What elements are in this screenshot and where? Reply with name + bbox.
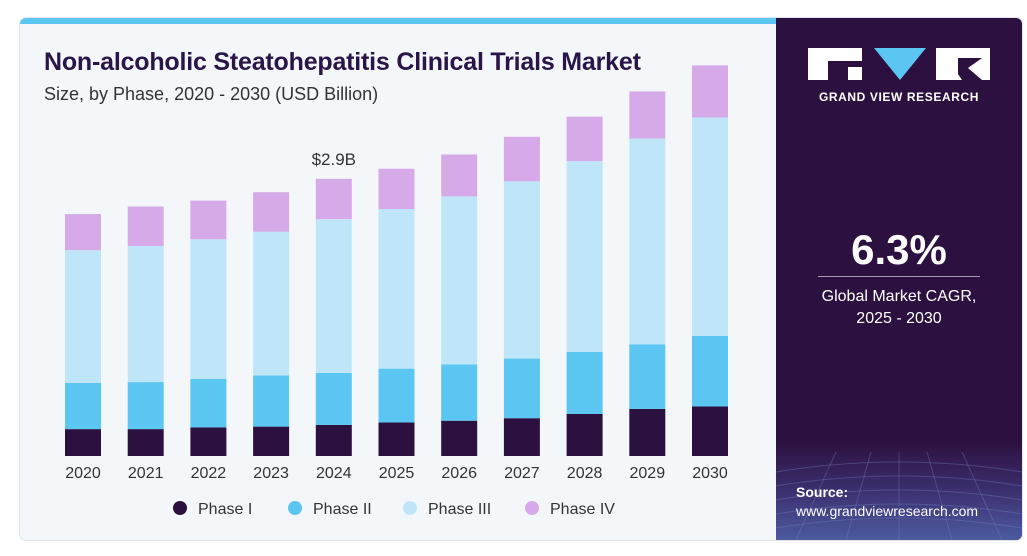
bar-2026-phase-ii — [441, 364, 478, 421]
bar-2022-phase-ii — [190, 378, 227, 428]
legend-label: Phase III — [428, 501, 491, 518]
x-tick-label: 2028 — [567, 465, 603, 482]
info-panel: GRAND VIEW RESEARCH 6.3% Global Market C… — [776, 18, 1022, 540]
bar-2022-phase-iii — [190, 239, 227, 379]
x-tick-label: 2021 — [128, 465, 164, 482]
bar-2029-phase-iii — [629, 138, 666, 345]
source-label: Source: — [796, 484, 849, 500]
x-tick-label: 2027 — [504, 465, 540, 482]
legend-marker-phase-iv — [525, 501, 539, 515]
bar-2030-phase-i — [692, 406, 728, 456]
bar-2025-phase-i — [378, 422, 415, 456]
legend-label: Phase IV — [550, 501, 615, 518]
bar-2025-phase-ii — [378, 368, 415, 423]
bar-2028-phase-iii — [566, 161, 603, 352]
legend-label: Phase I — [198, 501, 252, 518]
bar-2022-phase-i — [190, 427, 227, 456]
bar-2025-phase-iii — [378, 209, 415, 369]
bar-2027-phase-iii — [503, 181, 540, 359]
bar-2024-phase-i — [315, 424, 352, 456]
cagr-divider — [818, 276, 980, 277]
legend-label: Phase II — [313, 501, 372, 518]
legend-marker-phase-iii — [403, 501, 417, 515]
bar-2029-phase-iv — [629, 91, 666, 139]
cagr-label-line1: Global Market CAGR, — [821, 288, 977, 305]
bar-2026-phase-iii — [441, 196, 478, 365]
brand-name: GRAND VIEW RESEARCH — [818, 90, 980, 104]
bar-2022-phase-iv — [190, 200, 227, 240]
bar-2028-phase-ii — [566, 351, 603, 414]
bar-2027-phase-ii — [503, 358, 540, 419]
legend-marker-phase-ii — [288, 501, 302, 515]
bar-2029-phase-ii — [629, 344, 666, 409]
x-tick-label: 2024 — [316, 465, 352, 482]
stacked-bar-chart: 2020 2021 2022 2023 2024 $2.9B 2025 2026 2027 202… — [65, 65, 728, 518]
source-area: Source: www.grandviewresearch.com — [776, 442, 1022, 540]
bar-2023-phase-ii — [253, 375, 290, 427]
bar-2021-phase-iv — [127, 206, 164, 246]
bar-2028-phase-iv — [566, 116, 603, 162]
bar-2026-phase-iv — [441, 154, 478, 197]
bar-2020-phase-iii — [65, 250, 101, 383]
bar-2024-phase-iii — [315, 219, 352, 373]
bar-2028-phase-i — [566, 414, 603, 456]
x-tick-label: 2022 — [191, 465, 227, 482]
bar-2020-phase-i — [65, 429, 101, 456]
source-url[interactable]: www.grandviewresearch.com — [796, 503, 979, 519]
page-title: Non-alcoholic Steatohepatitis Clinical T… — [44, 48, 641, 76]
decorative-grid-graphic — [776, 451, 1022, 540]
bar-2025-phase-iv — [378, 168, 415, 210]
bar-2020-phase-ii — [65, 382, 101, 430]
bar-2020-phase-iv — [65, 214, 101, 251]
gvr-logo-icon — [808, 48, 990, 80]
cagr-label-line2: 2025 - 2030 — [856, 310, 942, 327]
bar-2021-phase-iii — [127, 246, 164, 383]
infographic-card: Non-alcoholic Steatohepatitis Clinical T… — [20, 18, 1022, 540]
bar-2030-phase-iv — [692, 65, 728, 118]
x-tick-label: 2026 — [441, 465, 477, 482]
bar-2026-phase-i — [441, 420, 478, 456]
x-tick-label: 2023 — [253, 465, 289, 482]
x-tick-label: 2020 — [65, 465, 101, 482]
bar-2030-phase-ii — [692, 335, 728, 407]
accent-line — [20, 18, 776, 24]
bar-2030-phase-iii — [692, 117, 728, 336]
cagr-value: 6.3% — [851, 226, 947, 273]
chart-panel: Non-alcoholic Steatohepatitis Clinical T… — [20, 18, 776, 540]
x-tick-label: 2029 — [630, 465, 666, 482]
bar-2021-phase-ii — [127, 382, 164, 430]
x-tick-label: 2030 — [692, 465, 728, 482]
page-subtitle: Size, by Phase, 2020 - 2030 (USD Billion… — [44, 84, 379, 104]
bar-2024-phase-ii — [315, 372, 352, 425]
bar-2027-phase-i — [503, 418, 540, 456]
data-label-annotation: $2.9B — [312, 150, 356, 169]
bar-2027-phase-iv — [503, 136, 540, 182]
bar-2023-phase-iv — [253, 192, 290, 232]
bar-2023-phase-iii — [253, 231, 290, 376]
x-tick-label: 2025 — [379, 465, 415, 482]
bar-2021-phase-i — [127, 429, 164, 456]
legend-marker-phase-i — [173, 501, 187, 515]
bar-2024-phase-iv — [315, 178, 352, 220]
bar-2023-phase-i — [253, 426, 290, 456]
cagr-label: Global Market CAGR, 2025 - 2030 — [776, 286, 1022, 330]
bar-2029-phase-i — [629, 408, 666, 456]
